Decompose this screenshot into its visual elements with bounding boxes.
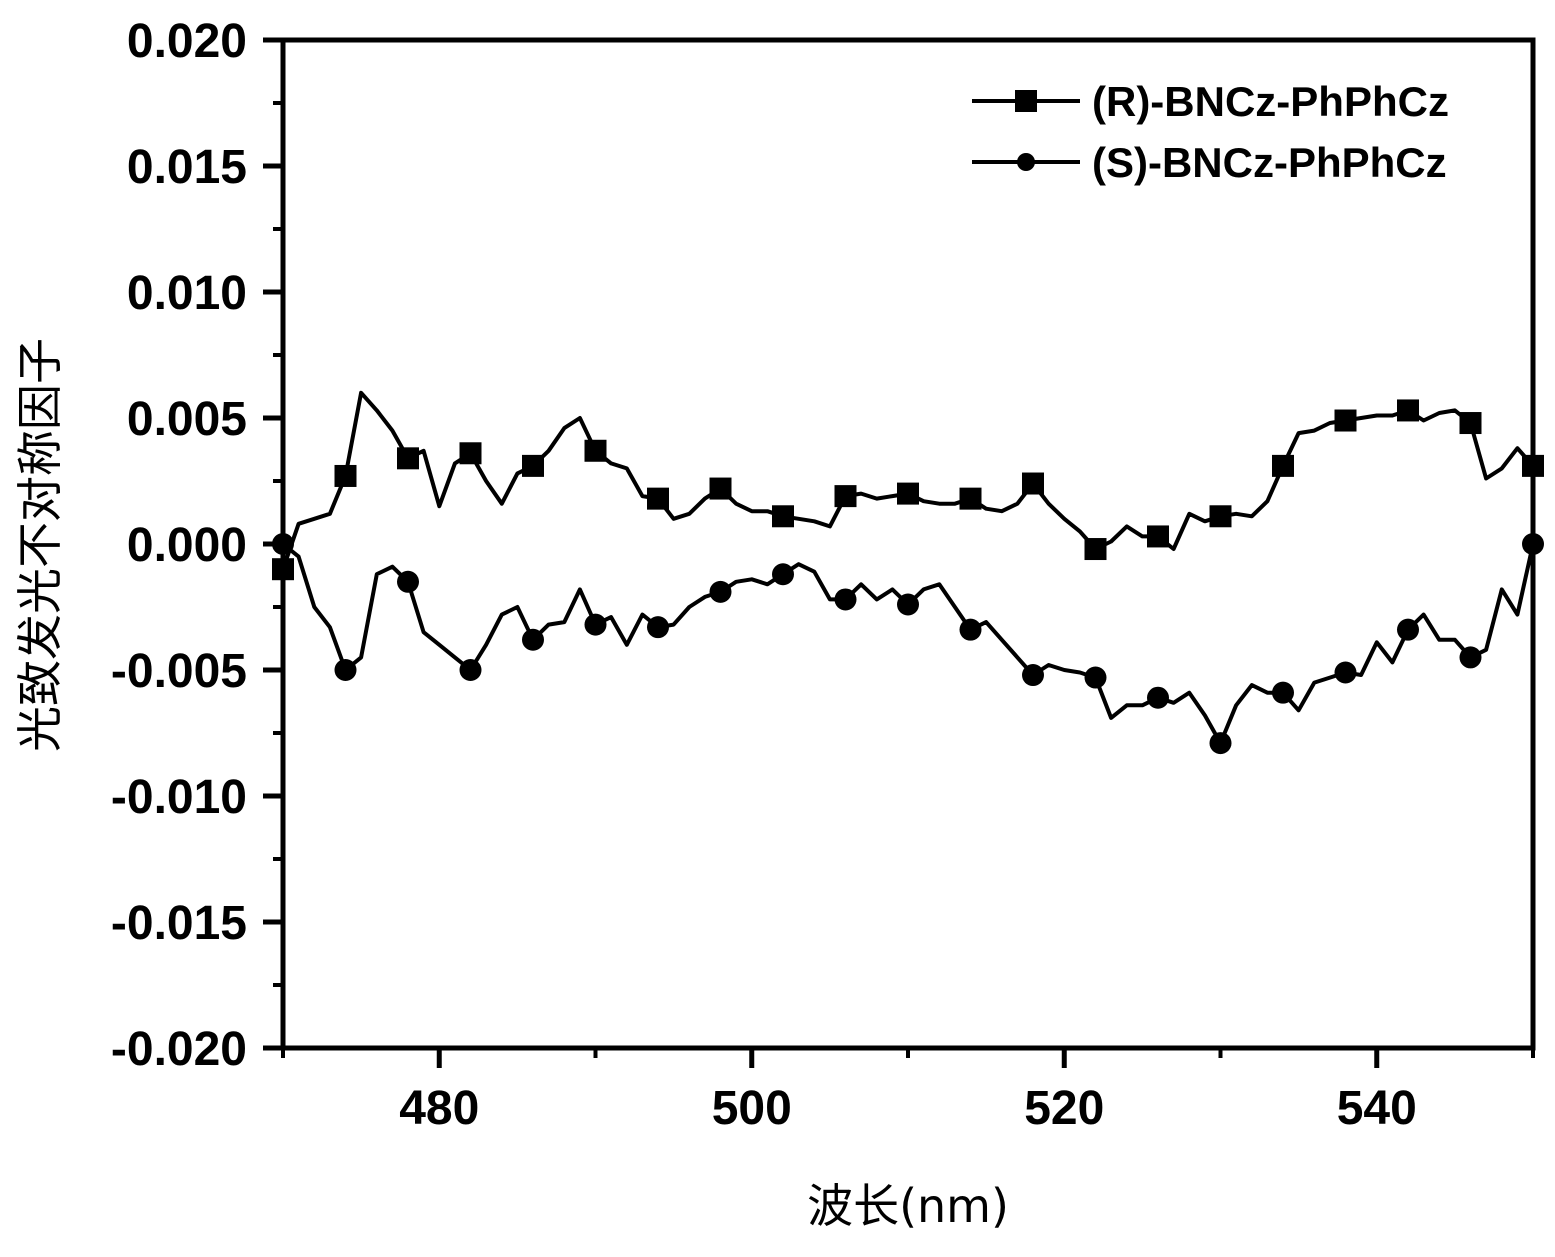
data-point-circle: [397, 571, 419, 593]
data-point-circle: [647, 616, 669, 638]
legend-marker-circle: [1017, 153, 1035, 171]
data-point-square: [1085, 538, 1107, 560]
data-point-square: [272, 558, 294, 580]
x-axis-tick-labels: 480 500 520 540: [399, 1082, 1417, 1135]
data-point-square: [1522, 455, 1544, 477]
data-point-square: [710, 478, 732, 500]
series-layer: [272, 393, 1544, 754]
data-point-square: [585, 440, 607, 462]
data-point-square: [1022, 473, 1044, 495]
data-point-square: [1147, 525, 1169, 547]
data-point-square: [772, 505, 794, 527]
plot-area-frame: [283, 40, 1533, 1048]
data-point-circle: [522, 629, 544, 651]
series-line: [283, 544, 1533, 743]
y-tick-label: -0.020: [111, 1023, 247, 1076]
data-point-circle: [772, 563, 794, 585]
legend-marker-square: [1015, 90, 1037, 112]
data-point-circle: [1085, 667, 1107, 689]
x-axis-title: 波长(nm): [807, 1179, 1009, 1233]
data-point-square: [460, 442, 482, 464]
data-point-square: [1460, 412, 1482, 434]
legend: (R)-BNCz-PhPhCz (S)-BNCz-PhPhCz: [972, 78, 1449, 186]
y-tick-label: 0.010: [127, 267, 247, 320]
data-point-square: [897, 483, 919, 505]
data-point-square: [1335, 410, 1357, 432]
x-tick-label: 500: [712, 1082, 792, 1135]
major-ticks: [263, 40, 1377, 1068]
legend-label: (S)-BNCz-PhPhCz: [1092, 139, 1447, 186]
y-tick-label: -0.005: [111, 645, 247, 698]
data-point-square: [1272, 455, 1294, 477]
data-point-circle: [585, 614, 607, 636]
data-point-square: [960, 488, 982, 510]
y-tick-label: -0.015: [111, 897, 247, 950]
data-point-circle: [960, 619, 982, 641]
data-point-circle: [272, 533, 294, 555]
y-tick-label: 0.005: [127, 393, 247, 446]
data-point-square: [335, 465, 357, 487]
data-point-circle: [1335, 662, 1357, 684]
y-tick-label: 0.015: [127, 141, 247, 194]
data-point-circle: [460, 659, 482, 681]
x-tick-label: 480: [399, 1082, 479, 1135]
data-point-square: [1397, 399, 1419, 421]
data-point-circle: [897, 593, 919, 615]
legend-label: (R)-BNCz-PhPhCz: [1092, 78, 1449, 125]
data-point-square: [647, 488, 669, 510]
x-tick-label: 540: [1337, 1082, 1417, 1135]
x-tick-label: 520: [1024, 1082, 1104, 1135]
minor-ticks: [273, 103, 1533, 1058]
data-point-circle: [1460, 646, 1482, 668]
data-point-square: [397, 447, 419, 469]
data-point-square: [522, 455, 544, 477]
series-2: [272, 533, 1544, 754]
y-axis-tick-labels: 0.020 0.015 0.010 0.005 0.000 -0.005 -0.010 -0.…: [111, 15, 247, 1076]
data-point-square: [1210, 505, 1232, 527]
data-point-circle: [1272, 682, 1294, 704]
y-tick-label: 0.000: [127, 519, 247, 572]
data-point-circle: [710, 581, 732, 603]
data-point-circle: [1147, 687, 1169, 709]
y-tick-label: -0.010: [111, 771, 247, 824]
data-point-circle: [1522, 533, 1544, 555]
series-1: [272, 393, 1544, 580]
data-point-circle: [335, 659, 357, 681]
data-point-square: [835, 485, 857, 507]
y-tick-label: 0.020: [127, 15, 247, 68]
data-point-circle: [835, 588, 857, 610]
data-point-circle: [1397, 619, 1419, 641]
y-axis-title: 光致发光不对称因子: [13, 338, 67, 752]
data-point-circle: [1210, 732, 1232, 754]
data-point-circle: [1022, 664, 1044, 686]
